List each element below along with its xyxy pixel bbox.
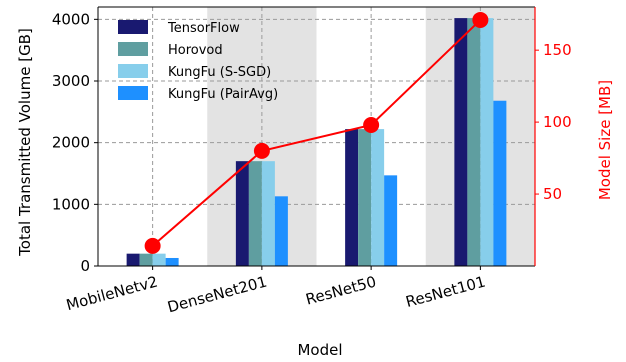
bar: [153, 254, 166, 266]
bar: [371, 129, 384, 266]
y-tick-label: 2000: [52, 134, 90, 152]
bar: [140, 254, 153, 266]
bar: [275, 196, 288, 266]
y-tick-label: 0: [80, 257, 90, 275]
legend-label: Horovod: [168, 43, 223, 58]
bar: [166, 258, 179, 266]
y-tick-label: 1000: [52, 195, 90, 213]
legend-swatch: [118, 64, 148, 78]
model-size-marker: [145, 238, 161, 254]
x-tick-label: MobileNetv2: [64, 272, 159, 314]
bar: [454, 18, 467, 266]
y-tick-label: 4000: [52, 10, 90, 28]
bar: [127, 254, 140, 266]
legend-swatch: [118, 86, 148, 100]
y-axis-label: Total Transmitted Volume [GB]: [16, 28, 34, 257]
bar: [249, 161, 262, 266]
x-axis-label: Model: [297, 341, 342, 359]
x-tick-label: ResNet50: [304, 272, 378, 308]
y-tick-label: 3000: [52, 72, 90, 90]
bar: [262, 161, 275, 266]
bar: [384, 175, 397, 266]
legend-label: TensorFlow: [167, 21, 240, 36]
right-y-tick-label: 150: [543, 41, 572, 59]
model-size-marker: [363, 117, 379, 133]
right-y-axis-label: Model Size [MB]: [596, 80, 614, 200]
legend-swatch: [118, 20, 148, 34]
x-tick-label: DenseNet201: [165, 272, 268, 316]
bar: [358, 129, 371, 266]
bar: [345, 129, 358, 266]
model-size-marker: [254, 143, 270, 159]
bar: [236, 161, 249, 266]
bar: [480, 18, 493, 266]
legend-swatch: [118, 42, 148, 56]
bar: [493, 101, 506, 266]
legend-label: KungFu (S-SGD): [168, 65, 271, 80]
bar: [467, 18, 480, 266]
legend-label: KungFu (PairAvg): [168, 87, 278, 102]
right-y-tick-label: 100: [543, 113, 572, 131]
model-size-marker: [472, 12, 488, 28]
right-y-tick-label: 50: [543, 185, 562, 203]
x-tick-label: ResNet101: [404, 272, 488, 311]
